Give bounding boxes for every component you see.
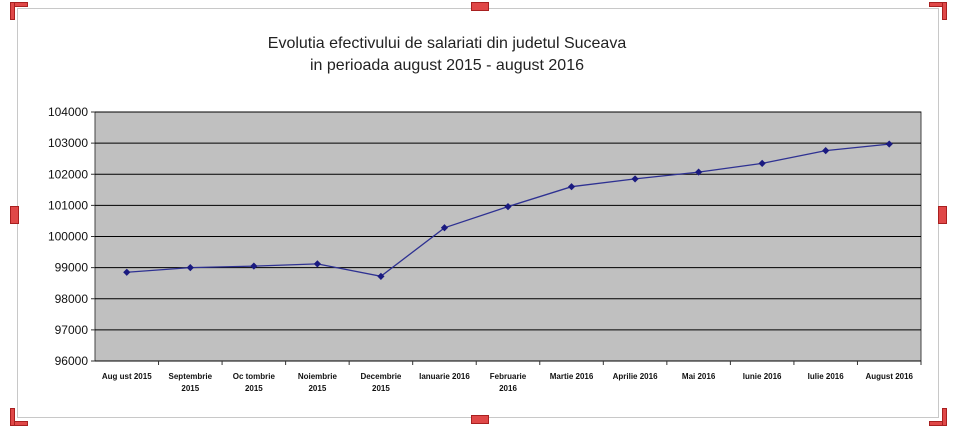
- data-point: [440, 224, 449, 232]
- x-tick-label: Iunie 2016: [743, 372, 782, 381]
- x-tick-label: Martie 2016: [550, 372, 594, 381]
- data-point: [504, 203, 512, 211]
- y-tick-label: 98000: [55, 292, 89, 306]
- chart-title: Evolutia efectivului de salariati din ju…: [268, 35, 627, 52]
- x-tick-label: Iulie 2016: [808, 372, 845, 381]
- data-point: [822, 146, 830, 155]
- y-tick-label: 97000: [55, 323, 89, 337]
- resize-handle-top[interactable]: [471, 2, 489, 11]
- y-tick-label: 101000: [48, 198, 88, 212]
- x-tick-label: 2015: [372, 384, 390, 393]
- x-tick-label: 2015: [245, 384, 263, 393]
- data-point: [250, 262, 258, 270]
- resize-handle-bottom-right-v[interactable]: [942, 408, 947, 426]
- x-tick-label: Februarie: [490, 372, 527, 381]
- x-axis: Aug ust 2015 Septembrie 2015 Oc tombrie 2015…: [102, 361, 922, 393]
- y-tick-label: 103000: [48, 136, 88, 150]
- series-markers: [123, 140, 893, 280]
- resize-handle-top-right-v[interactable]: [942, 2, 947, 20]
- chart-subtitle: in perioada august 2015 - august 2016: [310, 57, 584, 74]
- y-tick-label: 100000: [48, 230, 88, 244]
- x-tick-label: Aug ust 2015: [102, 372, 152, 381]
- x-tick-label: Decembrie: [360, 372, 401, 381]
- y-tick-label: 96000: [55, 354, 89, 368]
- x-tick-label: 2015: [308, 384, 326, 393]
- resize-handle-right[interactable]: [938, 206, 947, 224]
- x-tick-label: Aprilie 2016: [613, 372, 658, 381]
- data-point: [885, 140, 893, 148]
- x-tick-label: Septembrie: [169, 372, 213, 381]
- x-tick-label: Oc tombrie: [233, 372, 276, 381]
- x-tick-label: 2015: [181, 384, 199, 393]
- resize-handle-bottom[interactable]: [471, 415, 489, 424]
- resize-handle-left[interactable]: [10, 206, 19, 224]
- y-axis: 96000 97000 98000 99000 100000 101000 102000 10…: [48, 105, 95, 368]
- data-point: [377, 272, 385, 280]
- data-point: [123, 268, 131, 276]
- y-tick-label: 104000: [48, 105, 88, 119]
- data-point: [567, 183, 576, 191]
- x-tick-label: Noiembrie: [298, 372, 338, 381]
- data-point: [631, 175, 639, 183]
- x-tick-label: August 2016: [865, 372, 913, 381]
- data-point: [313, 260, 321, 268]
- y-tick-label: 99000: [55, 261, 89, 275]
- x-tick-label: Mai 2016: [682, 372, 716, 381]
- data-point: [186, 264, 194, 272]
- data-point: [695, 168, 703, 176]
- x-tick-label: 2016: [499, 384, 517, 393]
- resize-handle-bottom-left-v[interactable]: [10, 408, 15, 426]
- y-tick-label: 102000: [48, 167, 88, 181]
- data-point: [758, 159, 766, 167]
- resize-handle-top-left-v[interactable]: [10, 2, 15, 20]
- x-tick-label: Ianuarie 2016: [419, 372, 470, 381]
- gridlines: [95, 111, 921, 362]
